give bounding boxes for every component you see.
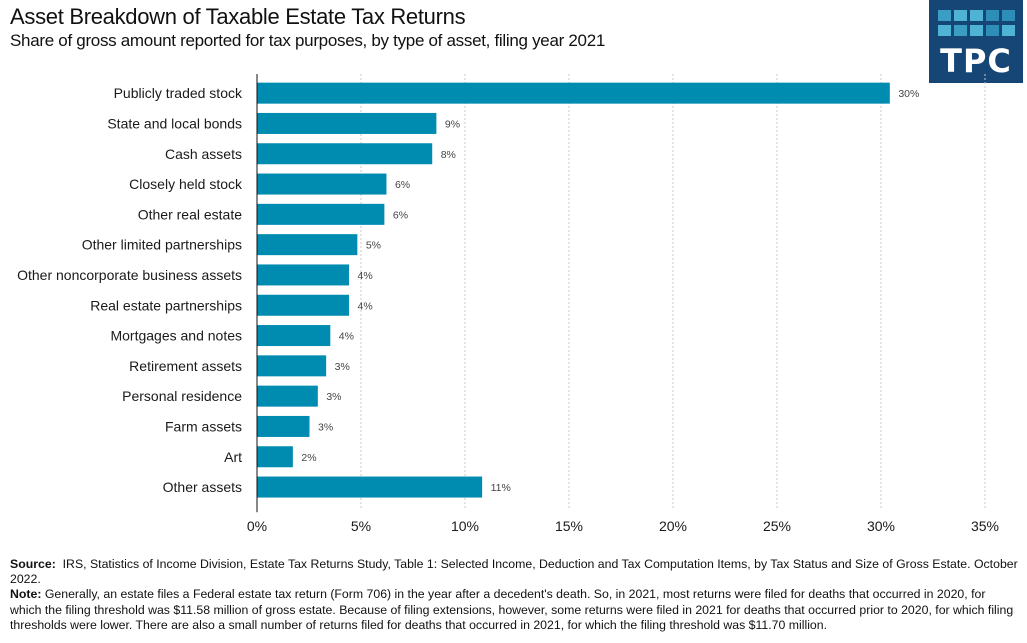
tpc-logo: TPC	[929, 0, 1023, 83]
logo-square	[970, 10, 983, 21]
category-label: Other real estate	[138, 206, 242, 222]
bar	[257, 173, 387, 195]
x-tick-label: 30%	[867, 518, 895, 534]
data-label: 5%	[366, 240, 381, 252]
category-labels: Publicly traded stock State and local bon…	[17, 85, 243, 495]
bars	[257, 82, 890, 498]
data-label: 4%	[339, 331, 354, 343]
bar	[257, 476, 483, 498]
logo-text: TPC	[940, 42, 1012, 80]
data-label: 6%	[393, 209, 408, 221]
category-label: State and local bonds	[107, 115, 242, 131]
bar	[257, 234, 358, 256]
logo-square	[970, 25, 983, 36]
category-label: Publicly traded stock	[114, 85, 243, 101]
logo-square	[954, 10, 967, 21]
category-label: Mortgages and notes	[110, 328, 242, 344]
general-note: Note: Generally, an estate files a Feder…	[10, 587, 1020, 633]
category-label: Cash assets	[165, 146, 242, 162]
data-label: 3%	[335, 361, 350, 373]
data-label: 3%	[318, 421, 333, 433]
x-tick-label: 0%	[247, 518, 267, 534]
category-label: Other limited partnerships	[82, 237, 242, 253]
note-text: Generally, an estate files a Federal est…	[10, 587, 1014, 632]
category-label: Art	[224, 449, 242, 465]
x-tick-label: 20%	[659, 518, 687, 534]
footnotes: Source: IRS, Statistics of Income Divisi…	[10, 557, 1020, 633]
category-label: Retirement assets	[129, 358, 242, 374]
data-label: 6%	[395, 179, 410, 191]
category-label: Other assets	[163, 479, 242, 495]
bar	[257, 446, 293, 468]
bar	[257, 385, 318, 407]
logo-square	[1002, 10, 1015, 21]
chart-subtitle: Share of gross amount reported for tax p…	[10, 31, 606, 50]
bar	[257, 112, 437, 134]
category-label: Other noncorporate business assets	[17, 267, 242, 283]
category-label: Real estate partnerships	[90, 297, 242, 313]
data-label: 4%	[358, 300, 373, 312]
note-label: Note:	[10, 587, 42, 602]
x-tick-label: 15%	[555, 518, 583, 534]
source-text: IRS, Statistics of Income Division, Esta…	[10, 557, 1018, 587]
category-label: Closely held stock	[129, 176, 243, 192]
logo-square	[986, 10, 999, 21]
bar-chart: Publicly traded stock State and local bon…	[17, 74, 999, 534]
data-label: 30%	[898, 88, 919, 100]
logo-square	[986, 25, 999, 36]
bar	[257, 325, 331, 347]
category-label: Farm assets	[165, 418, 242, 434]
grid-lines	[360, 74, 986, 509]
bar	[257, 355, 327, 377]
source-label: Source:	[10, 557, 56, 571]
chart-title: Asset Breakdown of Taxable Estate Tax Re…	[10, 4, 466, 29]
logo-square	[954, 25, 967, 36]
bar	[257, 203, 385, 225]
data-label: 8%	[441, 149, 456, 161]
data-label: 11%	[491, 482, 511, 494]
x-tick-label: 5%	[351, 518, 371, 534]
source-note: Source: IRS, Statistics of Income Divisi…	[10, 557, 1020, 587]
data-label: 2%	[301, 452, 316, 464]
data-label: 4%	[358, 270, 373, 282]
x-tick-label: 10%	[451, 518, 479, 534]
logo-square	[938, 25, 951, 36]
bar	[257, 82, 890, 104]
x-tick-label: 35%	[971, 518, 999, 534]
bar	[257, 264, 350, 286]
bar	[257, 415, 310, 437]
logo-square	[938, 10, 951, 21]
category-label: Personal residence	[122, 388, 242, 404]
data-label: 9%	[445, 118, 460, 130]
bar	[257, 294, 350, 316]
bar	[257, 143, 433, 165]
value-labels: 30% 9% 8% 6% 6% 5% 4% 4% 4% 3% 3% 3% 2% 11%	[301, 88, 919, 494]
x-axis-ticks: 0% 5% 10% 15% 20% 25% 30% 35%	[247, 518, 999, 534]
logo-square	[1002, 25, 1015, 36]
data-label: 3%	[326, 391, 341, 403]
x-tick-label: 25%	[763, 518, 791, 534]
